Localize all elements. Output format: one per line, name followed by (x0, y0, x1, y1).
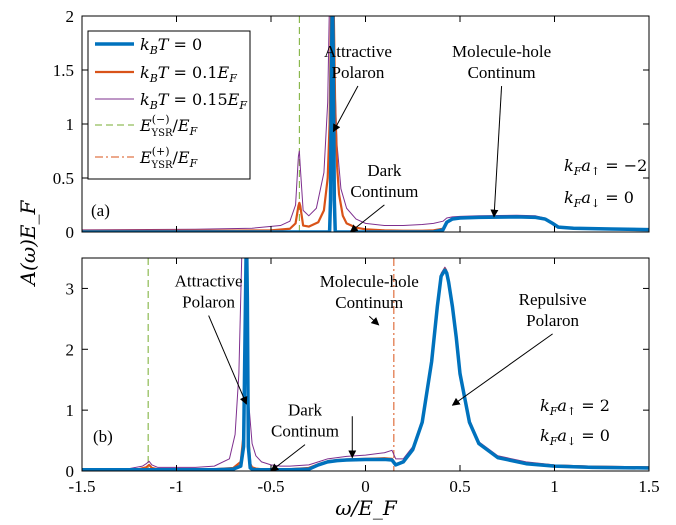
annotation-arrow (208, 315, 248, 405)
annotation-label: Continum (350, 182, 418, 201)
panel-b-param-up: kFa↑ = 2 (540, 396, 610, 418)
annotation-label: Polaron (526, 311, 579, 330)
annotation-label: Attractive (175, 272, 243, 291)
annotation-label: Continum (335, 293, 403, 312)
annotation-arrow (332, 85, 359, 133)
y-tick-label: 1 (66, 115, 75, 134)
panel-b-param-down: kFa↓ = 0 (540, 426, 610, 448)
y-tick-label: 0.5 (53, 169, 74, 188)
annotation-label: Attractive (324, 42, 392, 61)
legend-box (87, 30, 251, 180)
annotation-label: Molecule-hole (452, 42, 551, 61)
x-tick-label: 0.5 (449, 477, 470, 496)
panel-a: 0 0.5 1 1.5 2 kBT = 0 kBT = 0.1EF kBT = 0.15EF… (53, 7, 650, 242)
x-tick-label: 1.5 (638, 477, 659, 496)
panel-a-param-down: kFa↓ = 0 (564, 188, 634, 210)
x-tick-label: 0 (361, 477, 370, 496)
annotation-label: Polaron (182, 293, 235, 312)
legend-label: kBT = 0.1EF (140, 63, 237, 85)
annotation-arrow (490, 86, 503, 218)
annotation-label: Dark (288, 401, 322, 420)
panel-b-label: (b) (93, 427, 113, 446)
legend-label: kBT = 0.15EF (140, 90, 247, 112)
annotation-label: Molecule-hole (320, 272, 419, 291)
annotation-label: Continum (271, 422, 339, 441)
annotation-label: Dark (367, 161, 401, 180)
y-tick-label: 3 (66, 279, 75, 298)
legend-label: E(+) YSR/EF (139, 145, 198, 171)
x-tick-label: -0.5 (258, 477, 285, 496)
annotation-label: Repulsive (519, 290, 587, 309)
panel-b: 0 1 2 3 -1.5 -1 -0.5 0 0.5 1 1.5 Attractive Polaron… (66, 257, 660, 496)
y-tick-label: 1.5 (53, 61, 74, 80)
legend-label: kBT = 0 (140, 35, 202, 57)
annotation-label: Continum (468, 63, 536, 82)
x-tick-label: -1.5 (69, 477, 96, 496)
panel-a-param-up: kFa↑ = −2 (564, 156, 647, 178)
y-tick-label: 0 (66, 462, 75, 481)
annotation-arrow (368, 315, 380, 326)
x-tick-label: -1 (169, 477, 183, 496)
annotation-arrow (451, 333, 553, 406)
series-line (82, 258, 649, 471)
y-axis-label: A(ω)E_F (16, 199, 40, 287)
panel-b-plot-area (82, 258, 649, 471)
y-tick-label: 2 (66, 7, 75, 26)
annotation-arrow (270, 444, 306, 472)
annotation-arrow (349, 204, 385, 233)
y-tick-label: 2 (66, 340, 75, 359)
panel-a-plot-area (82, 16, 649, 232)
legend-label: E(−) YSR/EF (139, 113, 198, 139)
x-tick-label: 1 (550, 477, 559, 496)
y-tick-label: 1 (66, 401, 75, 420)
panel-a-label: (a) (91, 201, 110, 220)
x-axis-label: ω/E_F (335, 496, 398, 520)
annotation-label: Polaron (331, 63, 384, 82)
series-line (82, 16, 649, 232)
y-tick-label: 0 (66, 223, 75, 242)
